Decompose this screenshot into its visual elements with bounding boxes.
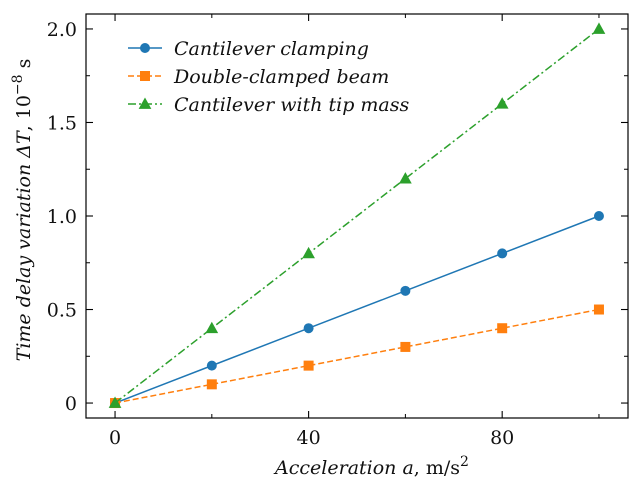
legend-entry-0: Cantilever clamping: [128, 38, 369, 60]
data-point: [497, 323, 508, 334]
legend-marker: [140, 71, 150, 81]
data-point: [303, 323, 314, 334]
data-point: [206, 360, 217, 371]
legend-label: Double-clamped beam: [173, 66, 389, 88]
series-1: [110, 304, 604, 409]
series-line: [114, 308, 600, 404]
data-point: [400, 285, 411, 296]
series-line: [114, 215, 600, 404]
legend-label: Cantilever clamping: [174, 38, 369, 60]
data-point: [302, 246, 315, 259]
axis-ticks: 0 40 80 0 0.5 1.0 1.5 2.0: [47, 14, 628, 449]
x-tick-label: 0: [109, 427, 121, 449]
legend: Cantilever clamping Double-clamped beam Ca…: [128, 38, 409, 116]
legend-marker: [140, 43, 150, 53]
legend-entry-2: Cantilever with tip mass: [128, 94, 409, 116]
y-tick-label: 0.5: [47, 300, 77, 322]
y-tick-label: 2.0: [47, 19, 77, 41]
series-0: [110, 211, 604, 409]
data-point: [497, 248, 508, 259]
y-tick-label: 0: [65, 393, 77, 415]
y-axis-label: Time delay variation ΔT, 10−8 s: [10, 59, 35, 362]
data-point: [206, 379, 217, 390]
x-tick-label: 40: [297, 427, 321, 449]
data-point: [495, 97, 509, 109]
data-point: [400, 341, 411, 352]
series-layer: [108, 22, 606, 409]
legend-entry-1: Double-clamped beam: [128, 66, 389, 88]
data-point: [399, 172, 412, 184]
y-tick-label: 1.5: [47, 112, 77, 134]
x-tick-label: 80: [490, 427, 514, 449]
data-point: [592, 22, 606, 34]
data-point: [205, 321, 219, 334]
data-point: [303, 360, 314, 371]
y-tick-label: 1.0: [47, 206, 77, 228]
legend-marker: [138, 97, 152, 109]
series-line: [114, 28, 600, 404]
series-2: [108, 22, 606, 408]
legend-label: Cantilever with tip mass: [174, 94, 409, 116]
data-point: [108, 396, 122, 408]
data-point: [593, 211, 604, 221]
data-point: [593, 304, 604, 315]
x-axis-label: Acceleration a, m/s2: [273, 454, 469, 479]
